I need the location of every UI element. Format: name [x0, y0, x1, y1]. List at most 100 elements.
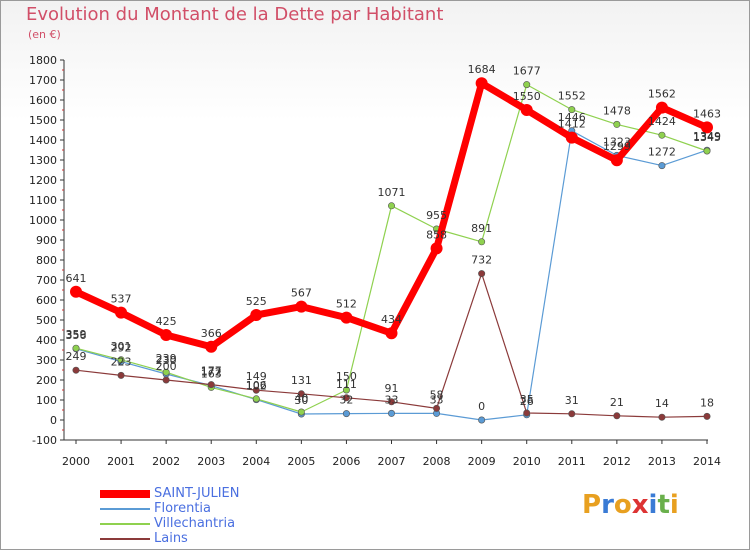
data-label: 40: [294, 392, 308, 405]
y-tick-label: 100: [36, 394, 57, 407]
data-label: 1684: [468, 63, 496, 76]
data-label: 1345: [693, 131, 721, 144]
y-tick-label: 700: [36, 274, 57, 287]
data-label: 356: [66, 329, 87, 342]
data-point: [613, 120, 621, 128]
data-point: [658, 162, 666, 170]
data-point: [703, 412, 711, 420]
data-label: 891: [471, 222, 492, 235]
data-point: [72, 344, 80, 352]
data-label: 150: [336, 370, 357, 383]
data-point: [387, 202, 395, 210]
data-point: [655, 101, 668, 114]
data-label: 1412: [558, 118, 586, 131]
y-tick-label: 1200: [29, 174, 57, 187]
data-point: [340, 311, 353, 324]
data-point: [430, 242, 443, 255]
data-label: 366: [201, 327, 222, 340]
data-point: [658, 413, 666, 421]
data-label: 200: [156, 360, 177, 373]
data-label: 58: [430, 388, 444, 401]
data-point: [115, 306, 128, 319]
data-label: 525: [246, 295, 267, 308]
data-label: 1550: [513, 90, 541, 103]
data-point: [70, 285, 82, 298]
data-point: [701, 121, 713, 134]
legend-swatch: [100, 523, 150, 525]
data-point: [475, 77, 488, 90]
data-point: [162, 368, 170, 376]
data-label: 1323: [603, 135, 631, 148]
y-tick-label: 600: [36, 294, 57, 307]
data-label: 1446: [558, 111, 586, 124]
x-tick-label: 2005: [287, 455, 315, 468]
chart-subtitle: (en €): [28, 28, 61, 41]
data-point: [478, 270, 486, 278]
data-point: [342, 394, 350, 402]
data-label: 425: [156, 315, 177, 328]
data-point: [568, 106, 576, 114]
data-label: 149: [246, 370, 267, 383]
legend-label: Villechantria: [154, 516, 236, 531]
data-label: 91: [385, 382, 399, 395]
y-tick-label: 900: [36, 234, 57, 247]
data-point: [160, 329, 173, 341]
data-label: 955: [426, 209, 447, 222]
data-label: 33: [430, 393, 444, 406]
data-point: [117, 371, 125, 379]
x-tick-label: 2011: [558, 455, 586, 468]
x-tick-label: 2010: [513, 455, 541, 468]
data-label: 1299: [603, 140, 631, 153]
data-point: [252, 395, 260, 403]
y-tick-label: 1800: [29, 54, 57, 67]
data-label: 0: [478, 400, 485, 413]
data-point: [523, 81, 531, 89]
data-point: [250, 309, 263, 321]
y-tick-label: 500: [36, 314, 57, 327]
data-point: [433, 404, 441, 412]
data-point: [568, 410, 576, 418]
data-label: 177: [201, 365, 222, 378]
data-label: 239: [156, 352, 177, 365]
y-tick-label: 1000: [29, 214, 57, 227]
data-label: 512: [336, 298, 357, 311]
data-label: 21: [610, 396, 624, 409]
data-label: 163: [201, 367, 222, 380]
data-point: [520, 104, 533, 116]
legend-swatch: [100, 538, 150, 540]
data-label: 1478: [603, 104, 631, 117]
data-point: [297, 408, 305, 416]
data-point: [252, 386, 260, 394]
data-label: 1677: [513, 65, 541, 78]
data-label: 131: [291, 374, 312, 387]
data-label: 1562: [648, 88, 676, 101]
data-label: 1071: [378, 186, 406, 199]
data-point: [385, 327, 398, 340]
proxiti-logo: Proxiti: [582, 490, 679, 520]
legend-swatch: [100, 490, 150, 498]
legend-label: SAINT-JULIEN: [154, 486, 240, 501]
data-point: [387, 398, 395, 406]
data-label: 31: [565, 394, 579, 407]
data-point: [613, 412, 621, 420]
data-point: [205, 340, 218, 353]
x-tick-label: 2004: [242, 455, 270, 468]
data-label: 1349: [693, 130, 721, 143]
x-tick-label: 2013: [648, 455, 676, 468]
data-label: 230: [156, 354, 177, 367]
x-tick-label: 2014: [693, 455, 721, 468]
data-label: 35: [520, 393, 534, 406]
data-label: 567: [291, 287, 312, 300]
data-label: 18: [700, 396, 714, 409]
y-tick-label: 1500: [29, 114, 57, 127]
data-point: [703, 147, 711, 155]
y-tick-label: 1400: [29, 134, 57, 147]
x-tick-label: 2000: [62, 455, 90, 468]
data-point: [342, 410, 350, 418]
data-point: [523, 409, 531, 417]
data-label: 106: [246, 379, 267, 392]
data-label: 1552: [558, 90, 586, 103]
data-point: [117, 356, 125, 364]
data-point: [610, 154, 623, 167]
